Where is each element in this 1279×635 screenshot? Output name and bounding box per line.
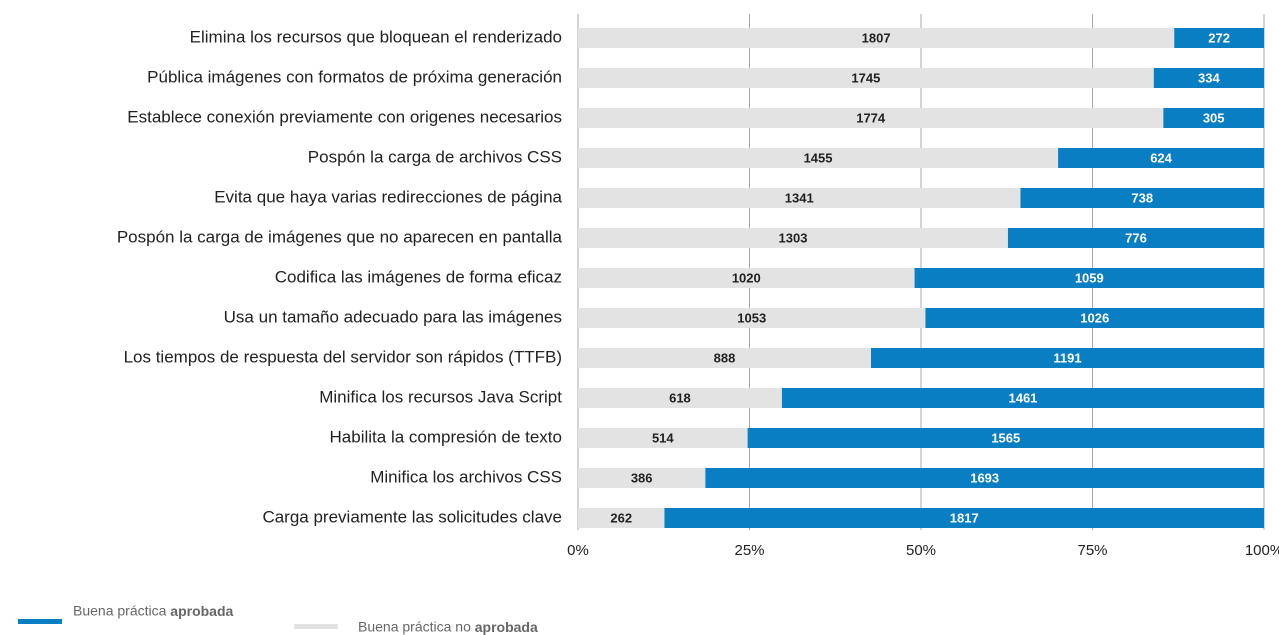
- x-tick-label: 75%: [1077, 542, 1107, 559]
- data-label: 1059: [1075, 270, 1104, 285]
- legend-label: Buena práctica aprobada: [73, 603, 234, 619]
- data-label: 1693: [970, 470, 999, 485]
- data-label: 514: [652, 430, 674, 445]
- bar-segment: [705, 468, 1264, 488]
- category-label: Pública imágenes con formatos de próxima…: [147, 67, 562, 86]
- data-label: 1745: [851, 70, 880, 85]
- bar-segment: [1020, 188, 1264, 208]
- bar-segment: [1058, 148, 1264, 168]
- data-label: 618: [669, 390, 691, 405]
- bar-segment: [1163, 108, 1264, 128]
- x-tick-label: 0%: [567, 542, 589, 559]
- bar-segment: [578, 508, 665, 528]
- bar-segment: [578, 268, 915, 288]
- bar-segment: [578, 108, 1164, 128]
- legend-label: Buena práctica no aprobada: [358, 619, 538, 635]
- bar-segment: [578, 348, 872, 368]
- data-label: 262: [610, 510, 632, 525]
- bar-segment: [1153, 68, 1264, 88]
- data-label: 1455: [804, 150, 833, 165]
- data-label: 272: [1208, 30, 1230, 45]
- bar-segment: [578, 468, 706, 488]
- bar-segment: [578, 68, 1154, 88]
- data-label: 776: [1125, 230, 1147, 245]
- data-label: 888: [714, 350, 736, 365]
- data-label: 334: [1198, 70, 1220, 85]
- data-label: 1026: [1080, 310, 1109, 325]
- bar-segment: [914, 268, 1264, 288]
- category-label: Minifica los archivos CSS: [370, 467, 562, 486]
- x-tick-label: 25%: [734, 542, 764, 559]
- data-label: 1020: [732, 270, 761, 285]
- category-label: Pospón la carga de imágenes que no apare…: [117, 227, 563, 246]
- category-label: Usa un tamaño adecuado para las imágenes: [224, 307, 562, 326]
- bar-segment: [578, 388, 782, 408]
- data-label: 1191: [1053, 350, 1081, 365]
- category-label: Establece conexión previamente con orige…: [127, 107, 562, 126]
- bar-segment: [578, 148, 1059, 168]
- category-label: Minifica los recursos Java Script: [319, 387, 562, 406]
- bar-segment: [578, 28, 1175, 48]
- x-tick-label: 50%: [906, 542, 936, 559]
- bar-segment: [578, 308, 926, 328]
- bar-segment: [1007, 228, 1264, 248]
- category-label: Evita que haya varias redirecciones de p…: [214, 187, 562, 206]
- bar-segment: [1174, 28, 1264, 48]
- data-label: 1817: [950, 510, 979, 525]
- data-label: 624: [1150, 150, 1172, 165]
- category-label: Los tiempos de respuesta del servidor so…: [124, 347, 562, 366]
- legend-swatch: [294, 624, 338, 629]
- data-label: 1565: [991, 430, 1020, 445]
- data-label: 386: [631, 470, 653, 485]
- bar-segment: [664, 508, 1264, 528]
- data-label: 1461: [1008, 390, 1037, 405]
- bar-segment: [747, 428, 1264, 448]
- data-label: 305: [1203, 110, 1225, 125]
- x-tick-label: 100%: [1245, 542, 1279, 559]
- category-label: Elimina los recursos que bloquean el ren…: [190, 27, 562, 46]
- legend-swatch: [18, 619, 62, 624]
- data-label: 738: [1131, 190, 1153, 205]
- bar-segment: [781, 388, 1264, 408]
- category-label: Codifica las imágenes de forma eficaz: [275, 267, 562, 286]
- category-label: Pospón la carga de archivos CSS: [308, 147, 562, 166]
- data-label: 1774: [856, 110, 886, 125]
- data-label: 1807: [862, 30, 891, 45]
- bar-segment: [578, 188, 1021, 208]
- data-label: 1303: [779, 230, 808, 245]
- data-label: 1053: [737, 310, 766, 325]
- bar-segment: [925, 308, 1264, 328]
- bar-segment: [578, 428, 748, 448]
- data-label: 1341: [785, 190, 814, 205]
- bar-segment: [871, 348, 1264, 368]
- category-label: Habilita la compresión de texto: [330, 427, 562, 446]
- bar-segment: [578, 228, 1008, 248]
- category-label: Carga previamente las solicitudes clave: [262, 507, 562, 526]
